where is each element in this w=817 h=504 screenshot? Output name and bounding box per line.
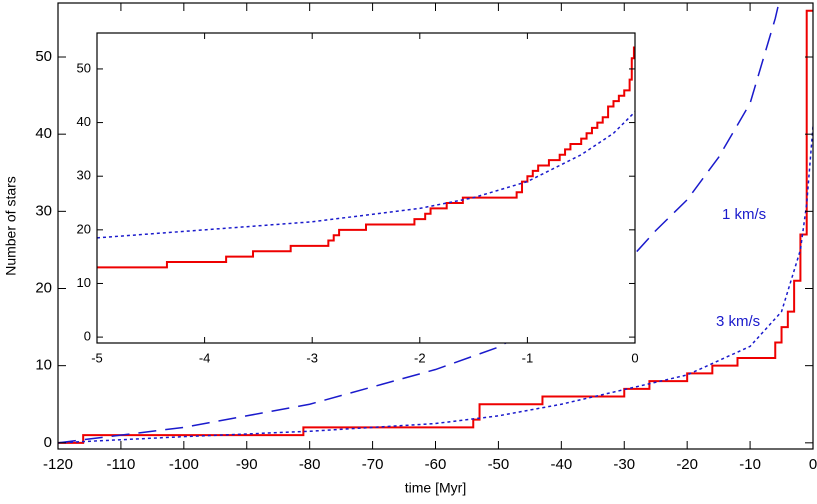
y-tick-label: 10 (35, 357, 52, 374)
x-tick-label: -3 (306, 350, 318, 365)
x-tick-label: -5 (91, 350, 103, 365)
plot-frame (96, 32, 636, 344)
x-tick-label: -4 (199, 350, 211, 365)
y-tick-label: 10 (77, 275, 91, 290)
x-tick-label: -10 (739, 456, 761, 473)
y-tick-label: 30 (77, 168, 91, 183)
x-tick-label: -120 (43, 456, 73, 473)
x-tick-label: -50 (488, 456, 510, 473)
y-tick-label: 0 (44, 434, 52, 451)
y-tick-label: 50 (35, 48, 52, 65)
y-tick-label: 20 (35, 279, 52, 296)
data-line (58, 9, 813, 444)
x-tick-label: -60 (425, 456, 447, 473)
data-line (97, 46, 635, 269)
x-tick-label: 0 (809, 456, 817, 473)
x-tick-label: -80 (299, 456, 321, 473)
x-tick-label: -110 (106, 456, 135, 473)
series-label: 3 km/s (716, 313, 760, 330)
x-tick-label: -70 (362, 456, 384, 473)
x-tick-label: -30 (613, 456, 635, 473)
x-tick-label: 0 (631, 350, 638, 365)
data-line (97, 111, 635, 239)
series-group (97, 46, 635, 269)
series-label: 1 km/s (722, 206, 766, 223)
x-axis-label: time [Myr] (405, 480, 466, 496)
y-tick-label: 30 (35, 202, 52, 219)
y-tick-label: 40 (77, 114, 91, 129)
x-tick-label: -2 (414, 350, 426, 365)
y-axis-label: Number of stars (3, 176, 19, 276)
plot-background (97, 33, 635, 343)
x-tick-label: -20 (676, 456, 698, 473)
x-tick-label: -90 (236, 456, 258, 473)
x-tick-label: -100 (169, 456, 199, 473)
y-tick-label: 50 (77, 60, 91, 75)
x-tick-label: -40 (550, 456, 572, 473)
y-tick-label: 20 (77, 221, 91, 236)
y-tick-label: 0 (84, 329, 91, 344)
x-tick-label: -1 (522, 350, 534, 365)
y-tick-label: 40 (35, 125, 52, 142)
plot: -5 -4 -3 -2 -1 0 0 10 20 30 40 50 (77, 32, 639, 365)
